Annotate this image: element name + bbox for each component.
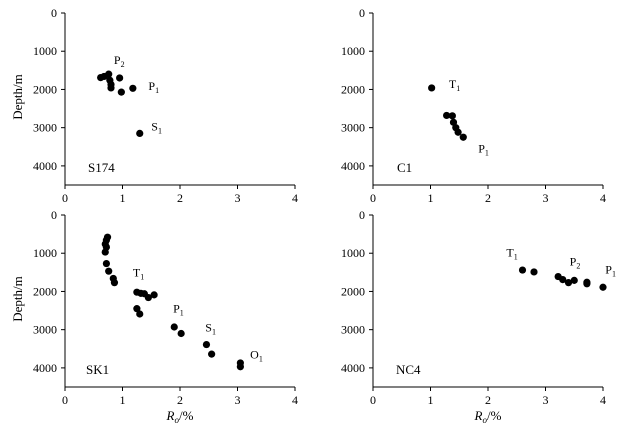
stratum-annotation: P2 [114, 53, 125, 69]
data-point [583, 280, 591, 288]
data-point [208, 350, 216, 358]
well-label: C1 [397, 160, 412, 175]
x-tick-label: 3 [235, 191, 241, 205]
y-tick-label: 1000 [33, 246, 57, 260]
data-point [177, 329, 185, 338]
data-point [136, 129, 144, 137]
data-point [530, 268, 538, 276]
data-point [144, 293, 152, 302]
stratum-annotation: P2 [570, 254, 581, 270]
well-label: S174 [88, 160, 115, 175]
y-tick-label: 3000 [33, 323, 57, 337]
data-point [105, 70, 113, 78]
y-tick-label: 3000 [341, 323, 365, 337]
y-tick-label: 1000 [341, 44, 365, 58]
x-tick-label: 1 [428, 191, 434, 205]
y-axis-title: Depth/m [10, 74, 25, 120]
stratum-annotation: T1 [506, 245, 517, 261]
y-tick-label: 4000 [341, 361, 365, 375]
panel-nc4: 0 1 2 3 4 0 1000 2000 3000 4000 Ro/% NC4 T1 P2 P1 [341, 208, 616, 425]
panel-c1: 0 1 2 3 4 0 1000 2000 3000 4000 C1 T1 P1 [341, 6, 606, 205]
data-point [443, 111, 451, 120]
x-tick-label: 3 [543, 191, 549, 205]
data-point [129, 84, 137, 92]
y-tick-label: 1000 [341, 246, 365, 260]
data-point [150, 291, 158, 299]
x-tick-label: 1 [120, 191, 126, 205]
data-point [428, 84, 436, 92]
data-point [117, 88, 125, 96]
y-tick-label: 4000 [33, 159, 57, 173]
stratum-annotation: O1 [250, 348, 263, 364]
data-point [599, 283, 607, 291]
y-tick-label: 0 [51, 208, 57, 222]
data-point [459, 133, 467, 141]
stratum-annotation: T1 [449, 77, 460, 93]
x-tick-label: 0 [370, 191, 376, 205]
stratum-annotation: P1 [605, 262, 616, 278]
y-tick-label: 3000 [33, 121, 57, 135]
x-tick-label: 1 [120, 393, 126, 407]
data-point [202, 340, 211, 349]
x-tick-label: 0 [370, 393, 376, 407]
x-tick-label: 4 [600, 191, 606, 205]
y-tick-label: 0 [359, 208, 365, 222]
data-point [170, 323, 178, 331]
panel-s174: 0 1 2 3 4 0 1000 2000 3000 4000 Depth/m S174 P2 P1 S1 [10, 6, 298, 205]
y-tick-label: 2000 [33, 82, 57, 96]
x-axis-title: Ro/% [474, 408, 502, 425]
x-tick-label: 2 [177, 393, 183, 407]
data-point [101, 248, 109, 256]
y-tick-label: 0 [51, 6, 57, 20]
y-tick-label: 0 [359, 6, 365, 20]
data-point [448, 112, 456, 120]
data-point [136, 310, 144, 318]
y-tick-label: 4000 [341, 159, 365, 173]
stratum-annotation: P1 [173, 301, 184, 317]
x-tick-label: 2 [485, 191, 491, 205]
x-tick-label: 3 [543, 393, 549, 407]
x-tick-label: 4 [292, 393, 298, 407]
stratum-annotation: P1 [148, 79, 159, 95]
y-tick-label: 2000 [341, 284, 365, 298]
x-tick-label: 4 [292, 191, 298, 205]
stratum-annotation: T1 [133, 266, 144, 282]
x-tick-label: 0 [62, 191, 68, 205]
x-tick-label: 3 [235, 393, 241, 407]
x-axis-title: Ro/% [166, 408, 194, 425]
data-point [564, 279, 573, 287]
data-point [559, 275, 567, 284]
data-point [133, 305, 141, 313]
data-point [518, 266, 527, 274]
data-point [236, 363, 244, 371]
y-tick-label: 4000 [33, 361, 57, 375]
well-label: NC4 [396, 362, 421, 377]
x-tick-label: 4 [600, 393, 606, 407]
data-point [454, 128, 462, 136]
y-tick-label: 2000 [341, 82, 365, 96]
data-point [110, 279, 119, 287]
y-tick-label: 3000 [341, 121, 365, 135]
stratum-annotation: S1 [151, 119, 162, 135]
y-axis-title: Depth/m [10, 276, 25, 322]
x-tick-label: 0 [62, 393, 68, 407]
stratum-annotation: S1 [205, 321, 216, 337]
x-tick-label: 2 [177, 191, 183, 205]
stratum-annotation: P1 [478, 142, 489, 158]
panel-sk1: 0 1 2 3 4 0 1000 2000 3000 4000 Depth/m Ro/% SK1 T1 P1… [10, 208, 298, 425]
x-tick-label: 2 [485, 393, 491, 407]
data-point [116, 74, 124, 82]
x-tick-label: 1 [428, 393, 434, 407]
data-point [107, 84, 115, 92]
data-point [102, 259, 110, 268]
y-tick-label: 2000 [33, 284, 57, 298]
data-point [570, 276, 578, 284]
well-label: SK1 [86, 362, 109, 377]
y-tick-label: 1000 [33, 44, 57, 58]
data-point [105, 267, 113, 275]
